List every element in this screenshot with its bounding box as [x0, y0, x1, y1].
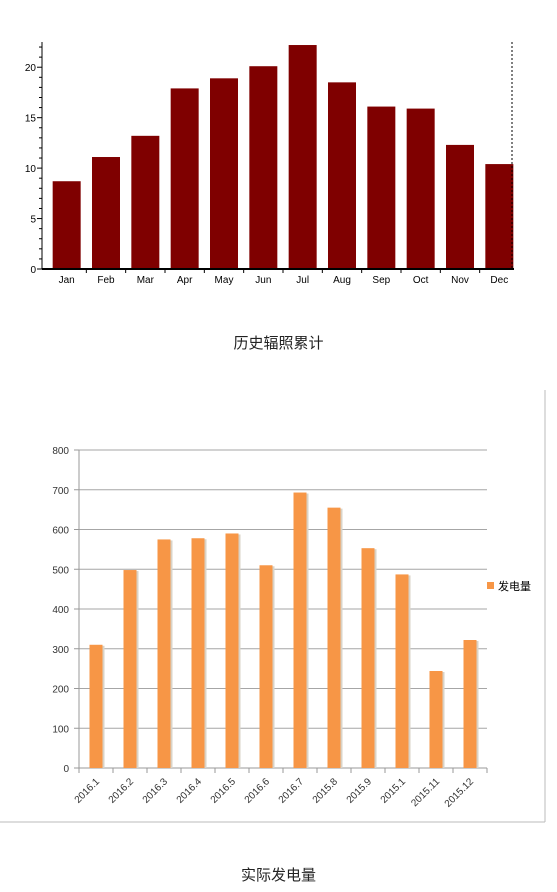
y-tick-label: 300: [52, 645, 69, 656]
legend-swatch: [487, 582, 494, 589]
x-tick-label: Mar: [137, 275, 155, 286]
bar-2016.7: [293, 492, 307, 768]
y-tick-label: 200: [52, 685, 69, 696]
x-tick-label: Jun: [255, 275, 271, 286]
x-tick-label: 2015.9: [345, 776, 375, 806]
x-tick-label: Oct: [413, 275, 429, 286]
x-tick-label: 2015.8: [311, 776, 341, 806]
irradiation-axes: Jan Feb Mar Apr May Jun Jul Aug Sep Oct Nov Dec 0 5 10…: [25, 42, 514, 286]
x-tick-label: Jan: [59, 275, 75, 286]
y-tick-label: 100: [52, 724, 69, 735]
x-tick-label: Jul: [296, 275, 309, 286]
bar-dec: [485, 164, 514, 269]
bar-jan: [52, 181, 81, 269]
bar-jun: [249, 66, 278, 269]
x-tick-label: Sep: [372, 275, 390, 286]
generation-bars: [89, 492, 479, 768]
irradiation-chart-caption: 历史辐照累计: [233, 334, 324, 352]
x-tick-label: 2015.12: [443, 776, 477, 810]
bar-sep: [367, 106, 396, 270]
x-tick-label: 2016.3: [141, 776, 171, 806]
y-tick-label: 400: [52, 605, 69, 616]
x-tick-label: May: [215, 275, 234, 286]
bar-feb: [92, 157, 120, 269]
x-tick-label: 2016.4: [175, 776, 205, 806]
bar-2016.3: [157, 539, 171, 768]
bar-mar: [131, 135, 160, 269]
x-tick-label: 2015.11: [409, 776, 442, 809]
x-tick-label: Dec: [490, 275, 508, 286]
generation-legend: 发电量: [487, 579, 531, 593]
bar-2016.2: [123, 570, 137, 768]
legend-series-name: 发电量: [498, 579, 531, 593]
generation-frame: [0, 390, 546, 823]
bar-2015.12: [463, 640, 477, 768]
x-tick-label: 2016.2: [107, 776, 137, 806]
x-tick-label: 2015.1: [379, 776, 409, 806]
bar-2016.5: [225, 533, 239, 768]
x-tick-label: Aug: [333, 275, 351, 286]
x-tick-label: 2016.1: [73, 776, 103, 806]
generation-gridlines: [79, 449, 487, 769]
bar-nov: [446, 144, 474, 269]
bar-2015.11: [429, 671, 443, 768]
bar-jul: [288, 45, 317, 269]
x-tick-label: 2016.6: [243, 776, 273, 806]
y-tick-label: 5: [30, 215, 36, 226]
y-tick-label: 10: [25, 164, 37, 175]
x-tick-label: 2016.5: [209, 776, 239, 806]
bar-may: [210, 78, 238, 269]
irradiation-chart: Jan Feb Mar Apr May Jun Jul Aug Sep Oct Nov Dec 0 5 10…: [25, 42, 514, 286]
generation-chart-caption: 实际发电量: [240, 866, 316, 884]
bar-2016.4: [191, 538, 205, 768]
y-tick-label: 0: [30, 265, 36, 276]
bar-apr: [170, 88, 199, 269]
irradiation-bars: [52, 45, 514, 270]
y-tick-label: 800: [52, 446, 69, 457]
y-tick-label: 500: [52, 565, 69, 576]
y-tick-label: 15: [25, 114, 37, 125]
x-tick-label: Feb: [97, 275, 115, 286]
bar-2015.1: [395, 574, 409, 768]
bar-2016.6: [259, 565, 273, 768]
y-tick-label: 700: [52, 486, 69, 497]
x-tick-label: 2016.7: [277, 776, 307, 806]
y-tick-label: 20: [25, 63, 37, 74]
y-tick-label: 0: [63, 764, 69, 775]
bar-aug: [328, 82, 356, 269]
bar-2015.9: [361, 548, 375, 768]
bar-2015.8: [327, 507, 341, 768]
x-tick-label: Nov: [451, 275, 469, 286]
bar-oct: [406, 108, 435, 269]
y-tick-label: 600: [52, 526, 69, 537]
bar-2016.1: [89, 644, 103, 768]
x-tick-label: Apr: [177, 275, 193, 286]
